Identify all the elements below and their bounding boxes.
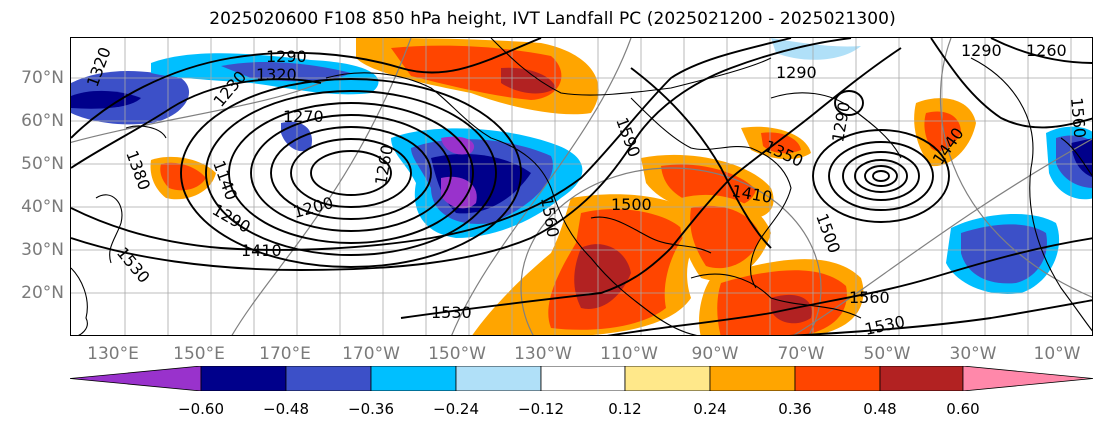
contour-label: 1320 bbox=[256, 65, 297, 84]
contour-label: 1410 bbox=[241, 241, 282, 260]
colorbar-segment bbox=[70, 366, 202, 391]
lon-label-70w: 70°W bbox=[777, 344, 825, 364]
contour-label: 1380 bbox=[122, 148, 154, 193]
colorbar-segment bbox=[624, 366, 711, 391]
contour-label: 1290 bbox=[209, 200, 254, 237]
colorbar-tick-label: 0.36 bbox=[778, 400, 812, 418]
lon-label-130e: 130°E bbox=[87, 344, 139, 364]
contour-label: 1560 bbox=[849, 288, 890, 307]
contour-label: 1500 bbox=[812, 211, 844, 256]
contour-label: 1260 bbox=[1026, 41, 1067, 60]
colorbar-tick-label: −0.36 bbox=[348, 400, 394, 418]
contour-label: 1560 bbox=[1067, 97, 1089, 139]
colorbar-tick-label: 0.60 bbox=[946, 400, 980, 418]
map-canvas: 1320 1320 1290 1270 1230 1140 1380 1290 … bbox=[71, 38, 1092, 336]
lon-label-150e: 150°E bbox=[173, 344, 225, 364]
colorbar-tick-label: −0.24 bbox=[433, 400, 479, 418]
lon-label-30w: 30°W bbox=[949, 344, 997, 364]
contour-label: 1140 bbox=[209, 158, 241, 203]
colorbar-tick-label: −0.48 bbox=[263, 400, 309, 418]
colorbar-tick-label: 0.48 bbox=[863, 400, 897, 418]
colorbar-segment bbox=[709, 366, 796, 391]
contour-label: 1530 bbox=[863, 312, 907, 336]
lon-label-110w: 110°W bbox=[600, 344, 658, 364]
map-panel[interactable]: 1320 1320 1290 1270 1230 1140 1380 1290 … bbox=[70, 37, 1093, 336]
contour-label: 1290 bbox=[961, 41, 1002, 60]
map-title: 2025020600 F108 850 hPa height, IVT Land… bbox=[209, 9, 896, 29]
colorbar-segment bbox=[200, 366, 287, 391]
colorbar-segment bbox=[962, 366, 1093, 391]
colorbar-segment bbox=[455, 366, 542, 391]
lat-label-30n: 30°N bbox=[21, 240, 64, 260]
contour-label: 1290 bbox=[266, 47, 307, 66]
lon-label-130w: 130°W bbox=[514, 344, 572, 364]
ivt-negative-shading bbox=[71, 38, 1092, 294]
colorbar-segment bbox=[794, 366, 881, 391]
colorbar bbox=[70, 366, 1093, 391]
contour-label: 1270 bbox=[283, 107, 324, 126]
lat-label-20n: 20°N bbox=[21, 283, 64, 303]
reference-arcs bbox=[71, 38, 1092, 335]
contour-label: 1260 bbox=[371, 143, 397, 186]
lat-label-50n: 50°N bbox=[21, 154, 64, 174]
coastlines bbox=[71, 38, 1092, 335]
contour-label: 1500 bbox=[611, 195, 652, 214]
height-contours bbox=[71, 38, 1092, 335]
colorbar-segment bbox=[540, 366, 626, 391]
lon-label-10w: 10°W bbox=[1033, 344, 1081, 364]
colorbar-segment bbox=[879, 366, 964, 391]
colorbar-tick-label: −0.60 bbox=[178, 400, 224, 418]
lon-label-90w: 90°W bbox=[691, 344, 739, 364]
colorbar-tick-label: 0.24 bbox=[693, 400, 727, 418]
contour-label: 1290 bbox=[828, 100, 854, 143]
lat-label-60n: 60°N bbox=[21, 111, 64, 131]
ivt-positive-shading bbox=[150, 38, 976, 335]
contour-label: 1530 bbox=[431, 303, 472, 322]
lat-label-40n: 40°N bbox=[21, 197, 64, 217]
lon-label-50w: 50°W bbox=[863, 344, 911, 364]
lat-label-70n: 70°N bbox=[21, 68, 64, 88]
lon-label-170e: 170°E bbox=[259, 344, 311, 364]
contour-label: 1290 bbox=[776, 63, 817, 82]
colorbar-tick-label: 0.12 bbox=[608, 400, 642, 418]
colorbar-segment bbox=[370, 366, 457, 391]
lon-label-170w: 170°W bbox=[342, 344, 400, 364]
lon-label-150w: 150°W bbox=[428, 344, 486, 364]
colorbar-segment bbox=[285, 366, 372, 391]
colorbar-tick-label: −0.12 bbox=[518, 400, 564, 418]
